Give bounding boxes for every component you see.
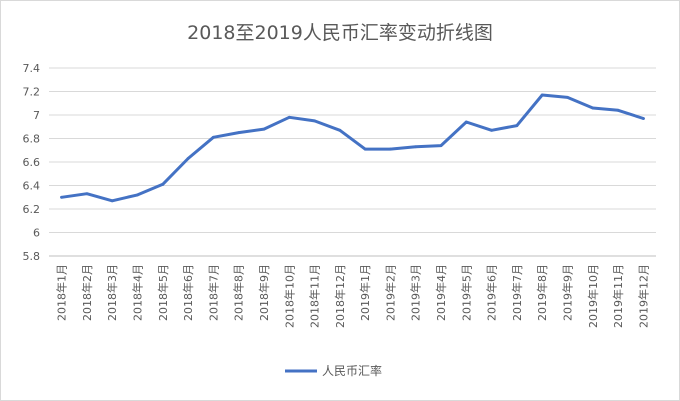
x-tick-label: 2018年9月: [257, 264, 271, 321]
x-tick-label: 2019年6月: [485, 264, 499, 321]
y-tick-label: 6: [33, 227, 40, 240]
chart-title: 2018至2019人民币汇率变动折线图: [187, 22, 493, 44]
data-point: [211, 135, 215, 139]
data-point: [490, 128, 494, 132]
legend: 人民币汇率: [285, 363, 382, 378]
x-tick-label: 2019年3月: [409, 264, 423, 321]
data-point: [389, 147, 392, 151]
series-line: [60, 93, 645, 203]
series-layer: [60, 93, 645, 203]
data-point: [641, 117, 645, 120]
grid-lines: [49, 67, 656, 257]
x-tick-label: 2018年8月: [232, 264, 246, 321]
x-tick-label: 2019年2月: [383, 264, 397, 321]
data-point: [287, 115, 291, 119]
data-point: [186, 157, 190, 160]
x-tick-label: 2019年7月: [510, 264, 524, 321]
data-point: [262, 127, 266, 131]
x-tick-label: 2018年4月: [131, 264, 145, 321]
x-tick-label: 2018年1月: [55, 264, 69, 321]
data-point: [566, 95, 569, 99]
x-tick-label: 2019年4月: [434, 264, 448, 321]
data-point: [237, 131, 241, 135]
x-tick-label: 2018年10月: [282, 264, 296, 328]
data-point: [540, 93, 544, 97]
data-point: [110, 199, 114, 203]
x-tick-label: 2018年6月: [181, 264, 195, 321]
data-point: [439, 144, 443, 147]
y-axis-tick-labels: 7.4 7.2 7 6.8 6.6 6.4 6.2 6 5.8: [23, 62, 41, 263]
data-point: [85, 192, 89, 196]
data-point: [313, 119, 316, 123]
x-tick-label: 2018年11月: [308, 264, 322, 328]
x-tick-label: 2019年12月: [636, 264, 650, 328]
data-point: [136, 193, 139, 197]
x-tick-label: 2018年2月: [80, 264, 94, 321]
y-tick-label: 7.4: [23, 62, 41, 75]
data-point: [363, 147, 367, 151]
y-tick-label: 6.4: [23, 180, 41, 193]
x-tick-label: 2019年1月: [358, 264, 372, 321]
y-tick-label: 6.8: [23, 133, 41, 146]
y-tick-label: 7.2: [23, 86, 41, 99]
x-tick-label: 2019年10月: [586, 264, 600, 328]
x-axis-tick-labels: 2018年1月 2018年2月 2018年3月 2018年4月 2018年5月 2018年…: [55, 264, 651, 328]
x-tick-label: 2019年11月: [611, 264, 625, 328]
x-tick-label: 2018年5月: [156, 264, 170, 321]
data-point: [464, 120, 468, 124]
x-tick-label: 2019年8月: [535, 264, 549, 321]
y-tick-label: 7: [33, 109, 40, 122]
data-point: [60, 195, 64, 199]
data-point: [338, 128, 342, 132]
x-tick-label: 2019年5月: [459, 264, 473, 321]
x-tick-label: 2019年9月: [560, 264, 574, 321]
y-tick-label: 6.2: [23, 203, 41, 216]
x-tick-label: 2018年7月: [206, 264, 220, 321]
y-tick-label: 5.8: [23, 250, 41, 263]
legend-label: 人民币汇率: [322, 363, 382, 378]
data-point: [515, 124, 519, 127]
data-point: [616, 108, 620, 112]
y-tick-label: 6.6: [23, 156, 41, 169]
data-point: [161, 182, 165, 186]
x-tick-label: 2018年12月: [333, 264, 347, 328]
x-tick-label: 2018年3月: [105, 264, 119, 321]
data-point: [591, 106, 595, 110]
data-point: [414, 145, 418, 149]
